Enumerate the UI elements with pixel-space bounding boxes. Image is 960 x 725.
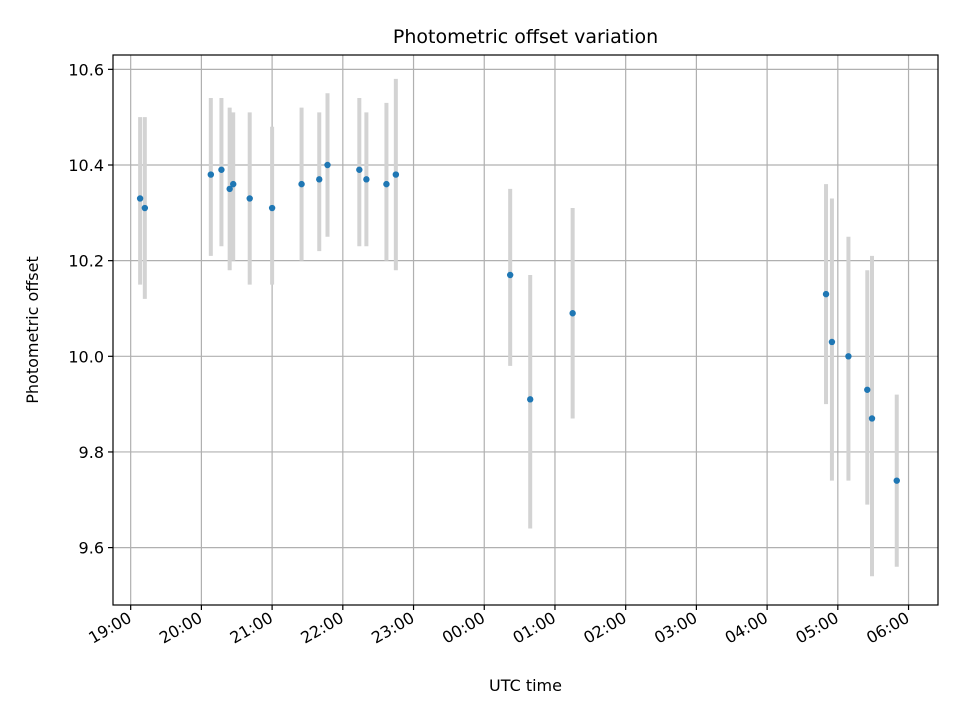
y-tick-label: 10.0 bbox=[68, 347, 104, 366]
data-point bbox=[569, 310, 576, 317]
data-point bbox=[230, 180, 237, 188]
data-point bbox=[207, 171, 215, 178]
data-point bbox=[316, 176, 323, 183]
data-point bbox=[822, 290, 830, 298]
data-point bbox=[226, 185, 233, 193]
data-point bbox=[298, 180, 305, 188]
point-layer bbox=[136, 161, 900, 484]
data-point bbox=[324, 161, 331, 169]
data-point bbox=[218, 166, 225, 173]
data-point bbox=[893, 477, 900, 484]
data-point bbox=[845, 353, 852, 360]
data-point bbox=[506, 271, 514, 279]
data-point bbox=[864, 386, 871, 393]
data-point bbox=[527, 396, 534, 403]
data-point bbox=[136, 195, 144, 202]
x-axis-title: UTC time bbox=[489, 676, 562, 695]
chart-title: Photometric offset variation bbox=[393, 26, 658, 48]
data-point bbox=[268, 204, 276, 212]
y-tick-label: 9.8 bbox=[79, 443, 104, 462]
data-point bbox=[383, 180, 390, 188]
data-point bbox=[141, 204, 149, 212]
data-point bbox=[246, 195, 253, 202]
y-axis-title: Photometric offset bbox=[23, 256, 42, 404]
data-point bbox=[363, 176, 370, 183]
data-point bbox=[356, 166, 363, 173]
y-tick-label: 10.4 bbox=[68, 156, 104, 175]
data-point bbox=[392, 171, 400, 178]
y-tick-label: 9.6 bbox=[79, 539, 104, 558]
plot-frame bbox=[112, 54, 939, 606]
data-point bbox=[828, 338, 836, 346]
y-tick-label: 10.6 bbox=[68, 60, 104, 79]
data-point bbox=[868, 415, 876, 422]
y-tick-label: 10.2 bbox=[68, 252, 104, 271]
